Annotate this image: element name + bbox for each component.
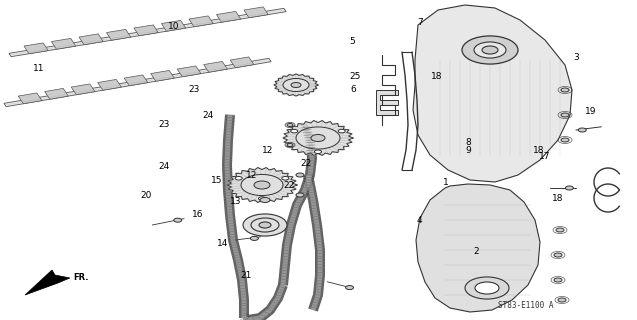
Text: 19: 19: [585, 108, 597, 116]
Polygon shape: [151, 70, 175, 81]
Text: 4: 4: [417, 216, 422, 225]
Circle shape: [554, 278, 562, 282]
Circle shape: [474, 42, 506, 58]
Text: 25: 25: [350, 72, 361, 81]
Circle shape: [566, 186, 573, 190]
Text: 5: 5: [349, 37, 355, 46]
Circle shape: [311, 134, 325, 141]
Text: 1: 1: [443, 178, 449, 187]
Text: 10: 10: [168, 22, 179, 31]
Circle shape: [174, 218, 182, 222]
Polygon shape: [177, 66, 201, 77]
Circle shape: [243, 214, 287, 236]
Circle shape: [561, 138, 569, 142]
Circle shape: [482, 46, 498, 54]
Polygon shape: [230, 57, 254, 68]
Polygon shape: [4, 58, 271, 107]
Circle shape: [556, 228, 564, 232]
Circle shape: [465, 277, 509, 299]
Text: 18: 18: [552, 194, 563, 203]
Polygon shape: [283, 121, 353, 156]
Text: 23: 23: [189, 85, 200, 94]
Polygon shape: [25, 270, 70, 295]
Text: 18: 18: [431, 72, 442, 81]
Polygon shape: [217, 12, 241, 22]
Polygon shape: [413, 5, 572, 182]
Text: 8: 8: [465, 138, 471, 147]
Circle shape: [282, 176, 289, 180]
Text: 7: 7: [417, 18, 424, 27]
Text: 2: 2: [474, 247, 479, 256]
Circle shape: [345, 285, 354, 290]
Text: 11: 11: [32, 64, 44, 73]
Circle shape: [315, 150, 322, 154]
Circle shape: [338, 129, 345, 133]
Polygon shape: [124, 75, 148, 86]
Circle shape: [259, 222, 271, 228]
Polygon shape: [244, 7, 268, 18]
Circle shape: [259, 197, 266, 200]
Circle shape: [296, 173, 304, 177]
Circle shape: [235, 176, 242, 180]
Text: 9: 9: [465, 146, 471, 155]
Polygon shape: [71, 84, 95, 95]
Text: 14: 14: [217, 239, 229, 248]
Text: ST83-E1100 A: ST83-E1100 A: [498, 300, 554, 309]
Text: 24: 24: [202, 111, 213, 120]
Polygon shape: [416, 184, 540, 312]
Polygon shape: [376, 90, 398, 115]
Polygon shape: [106, 29, 131, 40]
Polygon shape: [134, 25, 158, 36]
Text: 16: 16: [192, 210, 203, 219]
Text: 18: 18: [533, 146, 544, 155]
Circle shape: [558, 298, 566, 302]
Text: FR.: FR.: [73, 274, 89, 283]
Circle shape: [561, 113, 569, 117]
Polygon shape: [18, 93, 42, 104]
Polygon shape: [204, 61, 227, 72]
Polygon shape: [274, 74, 318, 96]
Circle shape: [260, 197, 270, 203]
Polygon shape: [161, 20, 186, 31]
Polygon shape: [79, 34, 103, 45]
Text: 22: 22: [300, 159, 311, 168]
Polygon shape: [52, 38, 76, 49]
Circle shape: [250, 236, 259, 240]
Polygon shape: [227, 168, 297, 203]
Circle shape: [475, 282, 499, 294]
Circle shape: [561, 88, 569, 92]
Text: 6: 6: [350, 85, 357, 94]
Polygon shape: [97, 79, 122, 90]
Polygon shape: [45, 88, 68, 99]
Text: 24: 24: [159, 162, 170, 171]
Text: 20: 20: [141, 191, 152, 200]
Polygon shape: [189, 16, 213, 27]
Circle shape: [290, 129, 297, 133]
Polygon shape: [24, 43, 48, 54]
Circle shape: [254, 181, 270, 189]
Circle shape: [291, 83, 301, 87]
Text: 23: 23: [159, 120, 170, 129]
Text: 15: 15: [211, 176, 222, 185]
Circle shape: [578, 128, 586, 132]
Text: 12: 12: [262, 146, 273, 155]
Text: 12: 12: [246, 172, 257, 180]
Circle shape: [296, 193, 304, 197]
Circle shape: [462, 36, 518, 64]
Text: 13: 13: [230, 197, 241, 206]
Text: 22: 22: [283, 181, 295, 190]
Text: 17: 17: [539, 152, 550, 161]
Polygon shape: [9, 8, 286, 57]
Circle shape: [465, 37, 515, 62]
Text: 3: 3: [573, 53, 580, 62]
Circle shape: [287, 124, 293, 126]
Text: 21: 21: [241, 271, 252, 280]
Circle shape: [554, 253, 562, 257]
Circle shape: [476, 43, 504, 57]
Circle shape: [287, 143, 293, 147]
